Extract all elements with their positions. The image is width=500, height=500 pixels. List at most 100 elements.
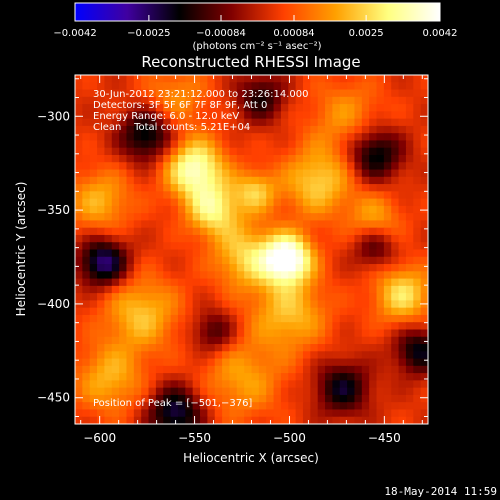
heatmap-cell xyxy=(141,416,150,424)
heatmap-cell xyxy=(141,75,150,83)
heatmap-cell xyxy=(383,271,392,280)
heatmap-cell xyxy=(266,118,275,127)
heatmap-cell xyxy=(89,198,98,207)
heatmap-cell xyxy=(325,169,333,178)
heatmap-cell xyxy=(214,176,223,185)
heatmap-cell xyxy=(295,264,304,272)
heatmap-cell xyxy=(82,147,91,156)
heatmap-cell xyxy=(229,125,238,134)
heatmap-cell xyxy=(339,198,348,207)
heatmap-cell xyxy=(207,264,216,272)
heatmap-cell xyxy=(222,271,231,280)
heatmap-cell xyxy=(302,242,311,251)
heatmap-cell xyxy=(236,380,245,389)
heatmap-cell xyxy=(119,234,128,243)
heatmap-cell xyxy=(155,373,164,381)
heatmap-cell xyxy=(361,227,370,236)
heatmap-cell xyxy=(222,314,231,323)
heatmap-cell xyxy=(317,147,326,156)
heatmap-cell xyxy=(141,336,150,345)
heatmap-cell xyxy=(244,169,253,178)
heatmap-cell xyxy=(339,285,348,294)
heatmap-cell xyxy=(155,213,164,222)
heatmap-cell xyxy=(288,234,297,243)
heatmap-cell xyxy=(317,75,326,83)
heatmap-cell xyxy=(126,162,135,171)
heatmap-cell xyxy=(420,336,428,345)
heatmap-cell xyxy=(302,358,311,367)
heatmap-cell xyxy=(354,118,363,127)
heatmap-cell xyxy=(273,220,282,229)
heatmap-cell xyxy=(295,380,304,389)
heatmap-cell xyxy=(251,125,260,134)
heatmap-cell xyxy=(376,329,385,338)
heatmap-cell xyxy=(310,329,319,338)
heatmap-cell xyxy=(170,82,179,91)
heatmap-cell xyxy=(383,380,392,389)
heatmap-cell xyxy=(251,169,260,178)
heatmap-cell xyxy=(185,394,194,403)
x-axis-label: Heliocentric X (arcsec) xyxy=(183,451,319,465)
heatmap-cell xyxy=(413,249,422,258)
heatmap-cell xyxy=(302,176,311,185)
heatmap-cell xyxy=(177,380,186,389)
heatmap-cell xyxy=(222,140,231,149)
heatmap-cell xyxy=(82,271,91,280)
heatmap-cell xyxy=(119,154,128,163)
heatmap-cell xyxy=(133,220,142,229)
heatmap-cell xyxy=(126,300,135,309)
heatmap-cell xyxy=(75,147,83,156)
heatmap-cell xyxy=(383,133,392,142)
heatmap-cell xyxy=(104,82,113,91)
x-tick-label: −600 xyxy=(83,431,116,445)
heatmap-cell xyxy=(229,147,238,156)
heatmap-cell xyxy=(325,89,333,98)
heatmap-cell xyxy=(155,147,164,156)
heatmap-cell xyxy=(163,111,172,120)
heatmap-cell xyxy=(310,140,319,149)
heatmap-cell xyxy=(75,351,83,360)
heatmap-cell xyxy=(317,416,326,424)
heatmap-cell xyxy=(317,191,326,200)
heatmap-cell xyxy=(354,300,363,309)
heatmap-cell xyxy=(376,176,385,185)
heatmap-cell xyxy=(163,271,172,280)
heatmap-cell xyxy=(177,140,186,149)
heatmap-cell xyxy=(104,271,113,280)
heatmap-cell xyxy=(97,314,106,323)
heatmap-cell xyxy=(104,293,113,301)
heatmap-cell xyxy=(258,365,267,374)
heatmap-cell xyxy=(119,220,128,229)
heatmap-cell xyxy=(222,249,231,258)
heatmap-cell xyxy=(229,213,238,222)
heatmap-cell xyxy=(266,89,275,98)
heatmap-cell xyxy=(214,133,223,142)
heatmap-cell xyxy=(405,402,414,411)
heatmap-cell xyxy=(266,307,275,316)
heatmap-cell xyxy=(266,249,275,258)
heatmap-cell xyxy=(302,344,311,352)
heatmap-cell xyxy=(177,133,186,142)
heatmap-cell xyxy=(89,329,98,338)
heatmap-cell xyxy=(280,89,289,98)
heatmap-cell xyxy=(155,82,164,91)
heatmap-cell xyxy=(244,96,253,105)
heatmap-cell xyxy=(236,89,245,98)
heatmap-cell xyxy=(244,365,253,374)
heatmap-cell xyxy=(391,380,400,389)
heatmap-cell xyxy=(177,365,186,374)
heatmap-cell xyxy=(177,285,186,294)
heatmap-cell xyxy=(361,205,370,214)
heatmap-cell xyxy=(413,300,422,309)
colorbar-fill xyxy=(75,3,440,21)
heatmap-cell xyxy=(89,344,98,352)
heatmap-cell xyxy=(332,184,341,192)
heatmap-cell xyxy=(185,162,194,171)
heatmap-cell xyxy=(163,213,172,222)
heatmap-cell xyxy=(82,125,91,134)
heatmap-cell xyxy=(126,402,135,411)
heatmap-cell xyxy=(148,249,157,258)
heatmap-cell xyxy=(251,329,260,338)
heatmap-cell xyxy=(369,220,378,229)
heatmap-cell xyxy=(155,322,164,331)
